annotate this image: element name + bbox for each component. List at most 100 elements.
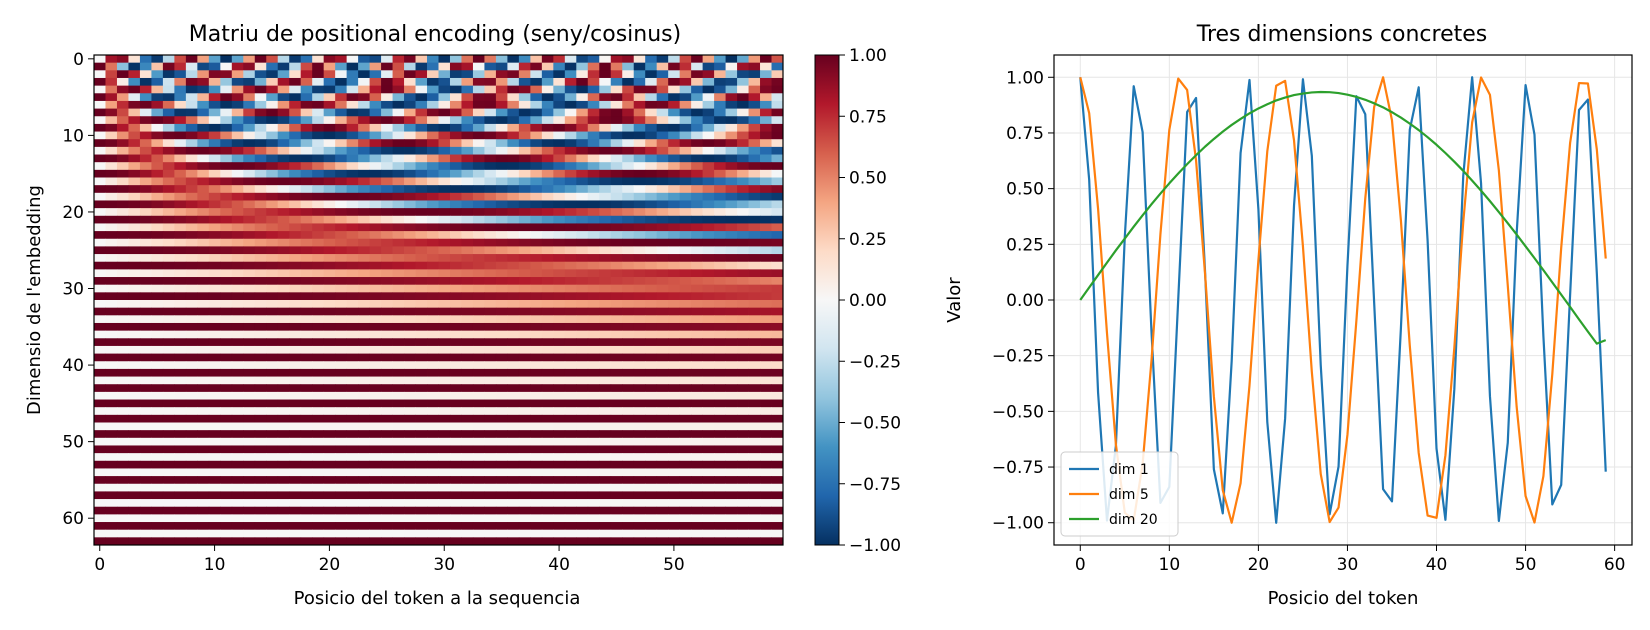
heatmap-cell — [174, 445, 187, 454]
heatmap-cell — [289, 185, 302, 194]
heatmap-cell — [312, 430, 325, 439]
heatmap-cell — [162, 93, 175, 102]
heatmap-cell — [622, 162, 635, 171]
heatmap-cell — [564, 445, 577, 454]
heatmap-cell — [484, 131, 497, 140]
heatmap-cell — [185, 108, 198, 117]
heatmap-cell — [369, 522, 382, 531]
heatmap-cell — [484, 238, 497, 247]
heatmap-cell — [197, 399, 210, 408]
heatmap-cell — [323, 468, 336, 477]
heatmap-cell — [381, 491, 393, 500]
heatmap-cell — [679, 85, 692, 94]
heatmap-cell — [633, 154, 646, 163]
heatmap-cell — [633, 162, 646, 171]
heatmap-cell — [530, 162, 543, 171]
heatmap-cell — [645, 100, 658, 109]
heatmap-cell — [381, 361, 393, 370]
heatmap-cell — [128, 315, 141, 324]
heatmap-cell — [220, 277, 233, 286]
heatmap-cell — [530, 185, 543, 194]
heatmap-cell — [335, 123, 348, 132]
heatmap-cell — [323, 483, 336, 492]
heatmap-cell — [599, 231, 612, 240]
heatmap-cell — [208, 322, 221, 332]
heatmap-cell — [369, 460, 382, 469]
heatmap-cell — [243, 292, 256, 301]
heatmap-cell — [346, 445, 359, 454]
heatmap-cell — [518, 345, 531, 354]
heatmap-cell — [323, 254, 336, 263]
heatmap-cell — [725, 414, 738, 423]
heatmap-cell — [587, 315, 600, 324]
heatmap-cell — [323, 269, 336, 278]
heatmap-cell — [323, 177, 336, 186]
heatmap-cell — [128, 338, 141, 347]
heatmap-cell — [748, 154, 761, 163]
heatmap-cell — [323, 223, 336, 232]
heatmap-cell — [300, 460, 313, 469]
heatmap-cell — [404, 55, 416, 64]
heatmap-cell — [472, 162, 485, 171]
heatmap-cell — [691, 322, 704, 332]
heatmap-cell — [702, 384, 715, 393]
legend-label: dim 20 — [1109, 512, 1158, 528]
heatmap-cell — [415, 361, 428, 370]
heatmap-cell — [472, 223, 485, 232]
heatmap-cell — [507, 422, 520, 431]
heatmap-cell — [760, 93, 772, 102]
heatmap-cell — [541, 300, 554, 309]
heatmap-cell — [541, 116, 554, 125]
heatmap-cell — [116, 177, 129, 186]
heatmap-cell — [277, 529, 290, 538]
heatmap-cell — [162, 177, 175, 186]
heatmap-cell — [633, 407, 646, 416]
heatmap-cell — [587, 376, 600, 385]
heatmap-cell — [587, 537, 600, 546]
heatmap-cell — [530, 62, 543, 71]
heatmap-cell — [116, 55, 129, 64]
heatmap-cell — [610, 208, 623, 217]
heatmap-cell — [553, 529, 566, 538]
heatmap-cell — [139, 453, 152, 462]
heatmap-cell — [737, 108, 749, 117]
heatmap-cell — [369, 123, 382, 132]
heatmap-cell — [254, 460, 267, 469]
heatmap-cell — [679, 522, 692, 531]
heatmap-cell — [656, 55, 669, 64]
heatmap-cell — [185, 437, 198, 446]
heatmap-cell — [725, 215, 738, 224]
heatmap-cell — [116, 330, 129, 339]
heatmap-cell — [587, 139, 600, 148]
heatmap-cell — [622, 238, 635, 247]
heatmap-cell — [541, 361, 554, 370]
line-x-tick-label: 0 — [1075, 555, 1086, 575]
heatmap-cell — [415, 139, 428, 148]
heatmap-cell — [714, 430, 726, 439]
heatmap-cell — [449, 430, 462, 439]
heatmap-cell — [507, 254, 520, 263]
heatmap-cell — [656, 330, 669, 339]
heatmap-cell — [599, 338, 612, 347]
heatmap-cell — [645, 62, 658, 71]
heatmap-cell — [231, 338, 244, 347]
heatmap-cell — [576, 376, 589, 385]
colorbar-tick-label: −0.50 — [849, 414, 901, 434]
heatmap-cell — [656, 192, 669, 201]
heatmap-cell — [128, 146, 141, 155]
heatmap-cell — [484, 499, 497, 508]
heatmap-cell — [461, 116, 474, 125]
heatmap-cell — [576, 177, 589, 186]
heatmap-cell — [495, 437, 508, 446]
heatmap-cell — [381, 330, 393, 339]
heatmap-cell — [564, 223, 577, 232]
heatmap-cell — [495, 62, 508, 71]
heatmap-cell — [323, 437, 336, 446]
heatmap-cell — [691, 468, 704, 477]
heatmap-cell — [541, 315, 554, 324]
heatmap-cell — [277, 345, 290, 354]
heatmap-cell — [174, 231, 187, 240]
heatmap-cell — [541, 62, 554, 71]
heatmap-cell — [415, 100, 428, 109]
heatmap-cell — [289, 391, 302, 400]
